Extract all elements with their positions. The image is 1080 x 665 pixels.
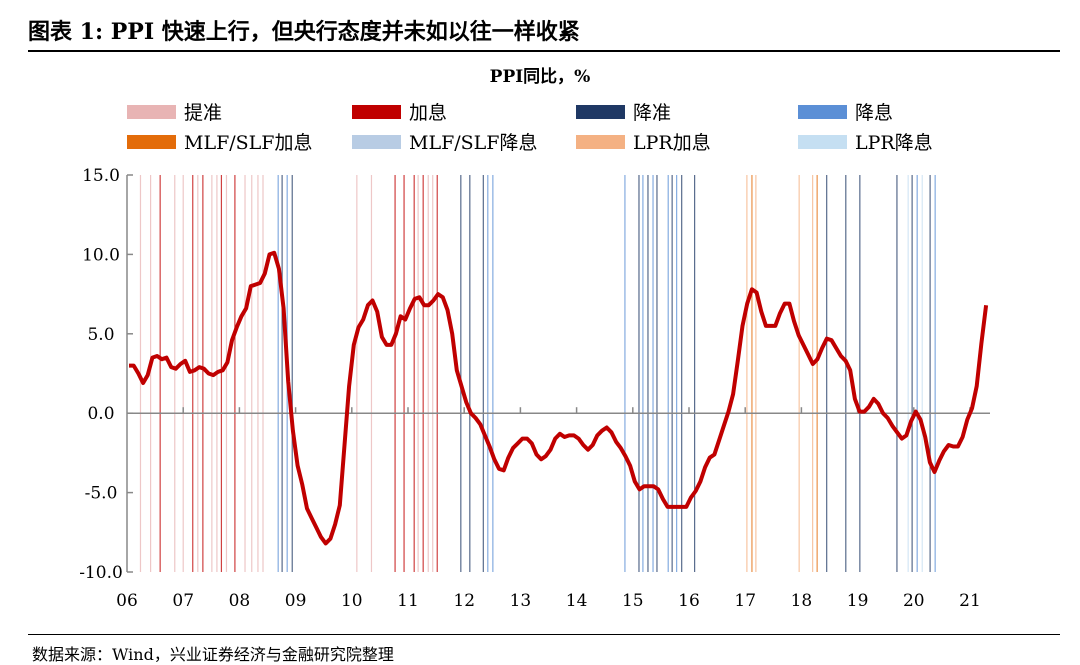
- legend-label-rate_down: 降息: [855, 102, 893, 124]
- x-tick-label: 13: [510, 591, 532, 611]
- source-note: 数据来源：Wind，兴业证券经济与金融研究院整理: [32, 645, 394, 664]
- x-tick-label: 09: [285, 591, 307, 611]
- x-tick-label: 18: [791, 591, 813, 611]
- y-tick-label: 5.0: [87, 325, 114, 345]
- legend-label-rate_up: 加息: [409, 102, 447, 124]
- footer-divider: [28, 634, 1060, 635]
- legend-label-lpr_down: LPR降息: [855, 132, 933, 154]
- figure-title: 图表 1: PPI 快速上行，但央行态度并未如以往一样收紧: [28, 19, 580, 45]
- legend-swatch-lpr_down: [798, 135, 847, 149]
- x-tick-label: 11: [397, 591, 419, 611]
- y-tick-label: -10.0: [79, 563, 123, 583]
- legend-swatch-rrr_down: [576, 105, 625, 119]
- legend-swatch-mlf_up: [127, 135, 176, 149]
- y-tick-label: 0.0: [87, 404, 114, 424]
- legend-label-rrr_up: 提准: [184, 102, 222, 124]
- x-tick-label: 07: [172, 591, 194, 611]
- x-tick-label: 08: [229, 591, 251, 611]
- legend-swatch-rrr_up: [127, 105, 176, 119]
- x-tick-label: 16: [678, 591, 700, 611]
- x-tick-label: 17: [734, 591, 756, 611]
- legend-label-rrr_down: 降准: [633, 102, 671, 124]
- x-tick-label: 21: [959, 591, 981, 611]
- x-tick-label: 06: [116, 591, 138, 611]
- legend-swatch-rate_up: [352, 105, 401, 119]
- x-tick-label: 19: [847, 591, 869, 611]
- legend-swatch-mlf_down: [352, 135, 401, 149]
- title-divider: [28, 50, 1060, 52]
- ppi-series-line: [129, 250, 989, 546]
- chart-title: PPI同比，%: [490, 66, 591, 87]
- y-tick-label: 10.0: [82, 245, 120, 265]
- legend-label-mlf_down: MLF/SLF降息: [409, 132, 537, 154]
- legend-swatch-rate_down: [798, 105, 847, 119]
- y-tick-label: -5.0: [85, 484, 118, 504]
- legend-label-lpr_up: LPR加息: [633, 132, 711, 154]
- x-tick-label: 15: [622, 591, 644, 611]
- x-tick-label: 10: [341, 591, 363, 611]
- x-tick-label: 20: [903, 591, 925, 611]
- legend-label-mlf_up: MLF/SLF加息: [184, 132, 312, 154]
- legend-swatch-lpr_up: [576, 135, 625, 149]
- y-tick-label: 15.0: [82, 166, 120, 186]
- x-tick-label: 12: [453, 591, 475, 611]
- x-tick-label: 14: [566, 591, 588, 611]
